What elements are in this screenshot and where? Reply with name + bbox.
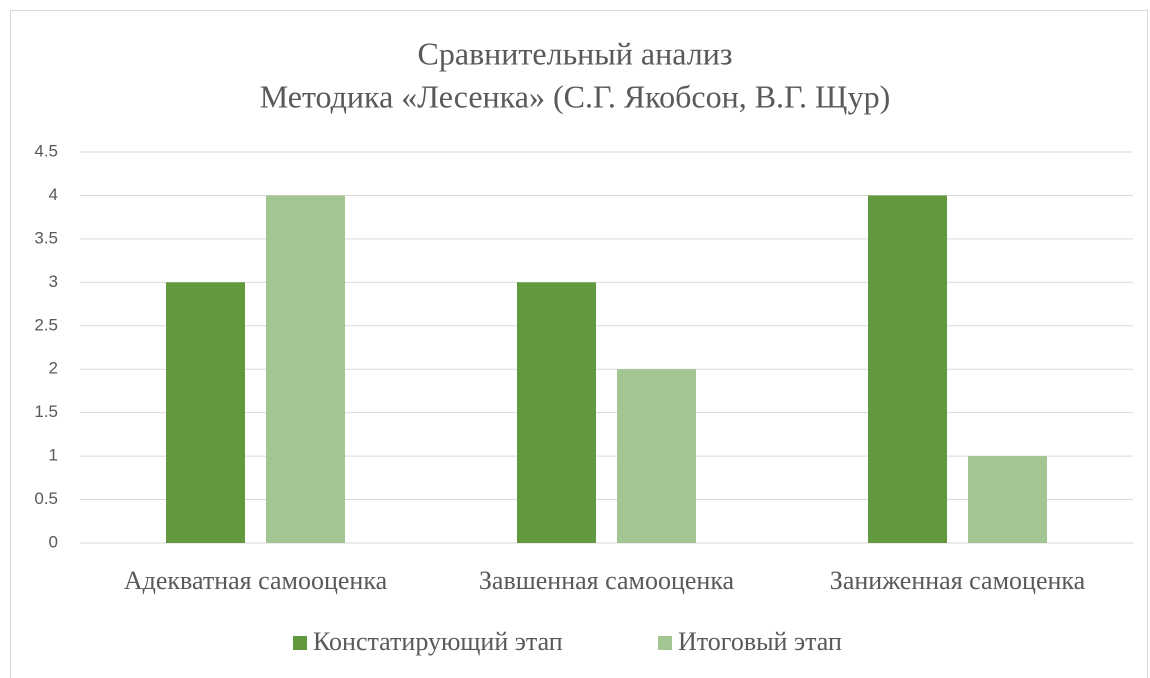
bar bbox=[166, 282, 245, 543]
bar bbox=[517, 282, 596, 543]
legend-label: Констатирующий этап bbox=[313, 627, 563, 656]
y-tick-label: 2 bbox=[49, 359, 58, 378]
legend-swatch bbox=[293, 636, 307, 650]
bar bbox=[617, 369, 696, 543]
y-tick-label: 3.5 bbox=[34, 228, 58, 247]
chart-title: Сравнительный анализ bbox=[418, 35, 733, 71]
y-tick-label: 0 bbox=[49, 532, 58, 551]
legend-label: Итоговый этап bbox=[678, 627, 842, 656]
y-tick-label: 0.5 bbox=[34, 489, 58, 508]
chart-subtitle: Методика «Лесенка» (С.Г. Якобсон, В.Г. Щ… bbox=[260, 78, 891, 114]
y-tick-label: 1.5 bbox=[34, 402, 58, 421]
y-tick-label: 4 bbox=[49, 185, 58, 204]
y-tick-label: 3 bbox=[49, 272, 58, 291]
y-tick-label: 4.5 bbox=[34, 141, 58, 160]
bar bbox=[266, 195, 345, 543]
x-tick-label: Адекватная самооценка bbox=[124, 566, 388, 595]
bar bbox=[968, 456, 1047, 543]
x-tick-label: Завшенная самооценка bbox=[479, 566, 735, 595]
y-tick-label: 1 bbox=[49, 446, 58, 465]
y-tick-label: 2.5 bbox=[34, 315, 58, 334]
legend-swatch bbox=[658, 636, 672, 650]
x-tick-label: Заниженная самоценка bbox=[830, 566, 1086, 595]
bar bbox=[868, 195, 947, 543]
